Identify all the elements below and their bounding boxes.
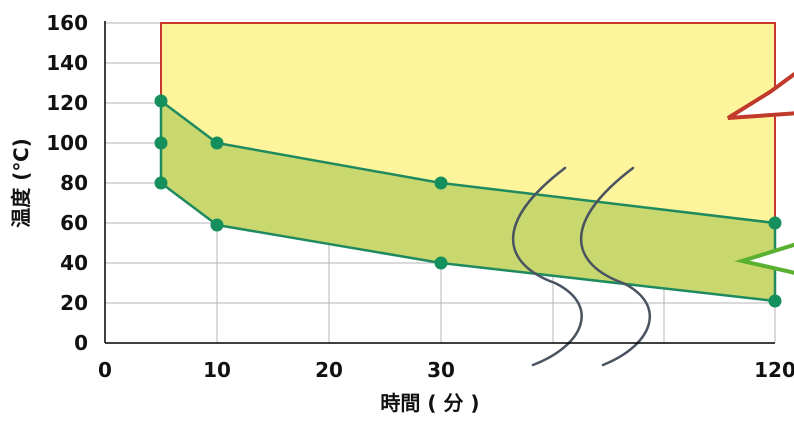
- data-point: [768, 294, 782, 308]
- x-tick-label: 20: [315, 358, 343, 382]
- y-tick-label: 60: [60, 211, 88, 235]
- callout-green-pointer: [734, 242, 794, 275]
- data-point: [154, 136, 168, 150]
- upper-region: [161, 23, 775, 223]
- axis-break-curve-2: [579, 166, 651, 367]
- y-tick-label: 0: [74, 331, 88, 355]
- data-point: [434, 176, 448, 190]
- data-point: [434, 256, 448, 270]
- y-tick-label: 140: [46, 51, 88, 75]
- y-tick-label: 120: [46, 91, 88, 115]
- y-tick-label: 160: [46, 11, 88, 35]
- x-axis-label: 時間 ( 分 ): [380, 391, 479, 415]
- x-tick-label: 120: [754, 358, 794, 382]
- data-points: [154, 94, 782, 308]
- y-axis-label: 温度 (℃): [9, 138, 33, 227]
- x-tick-label: 30: [427, 358, 455, 382]
- data-point: [210, 136, 224, 150]
- data-point: [768, 216, 782, 230]
- data-point: [154, 94, 168, 108]
- axis-break-curve-1: [511, 166, 583, 367]
- data-point: [154, 176, 168, 190]
- callout-red-pointer: [726, 71, 794, 120]
- y-tick-label: 80: [60, 171, 88, 195]
- regions: [159, 22, 777, 303]
- callouts: [726, 71, 794, 275]
- y-tick-label: 100: [46, 131, 88, 155]
- axis-break-marks: [511, 166, 651, 367]
- y-tick-label: 20: [60, 291, 88, 315]
- axes: [104, 21, 775, 344]
- x-tick-label: 10: [203, 358, 231, 382]
- upper-region-border: [160, 22, 776, 223]
- tick-labels: 0 20 40 60 80 100 120 140 160 0 10 20 30 120: [46, 11, 794, 382]
- data-point: [210, 218, 224, 232]
- x-tick-label: 0: [98, 358, 112, 382]
- y-tick-label: 40: [60, 251, 88, 275]
